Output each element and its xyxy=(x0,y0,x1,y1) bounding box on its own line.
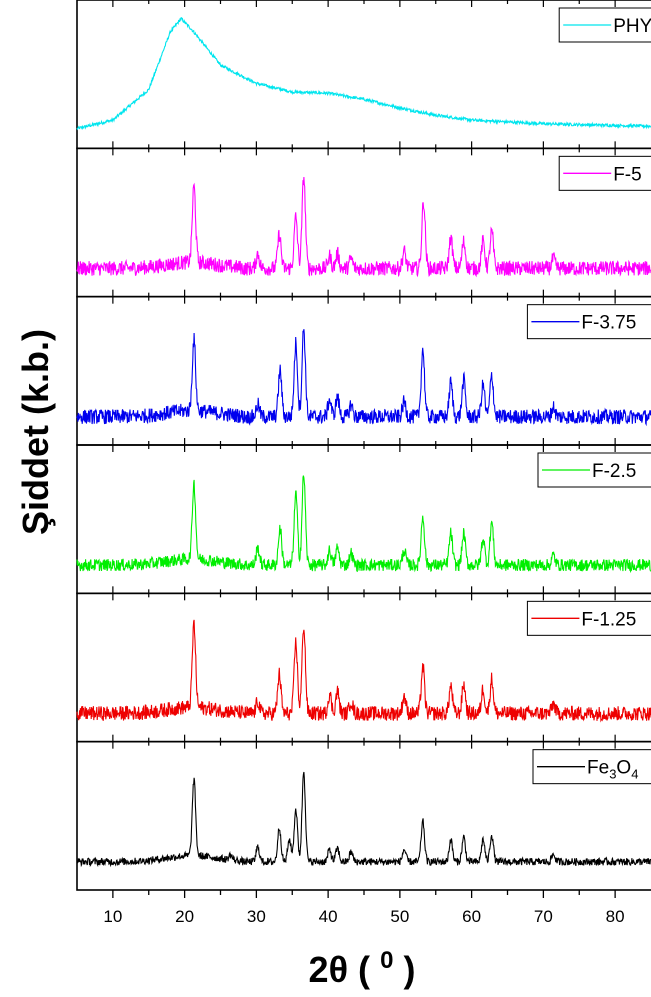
x-axis: 10 20 30 40 50 60 70 80 xyxy=(103,890,625,926)
x-tick-label: 30 xyxy=(247,907,266,926)
series-line-3 xyxy=(76,475,651,574)
panel-f-3-75: F-3.75 xyxy=(76,295,651,446)
panels-layer: PHY F-5 F-3.75 F-2.5 F-1.25 Fe3O4 xyxy=(76,0,651,891)
x-tick-label: 80 xyxy=(606,907,625,926)
legend-label: Fe3O4 xyxy=(587,758,638,782)
panel-f-5: F-5 xyxy=(76,147,651,298)
legend-label: F-5 xyxy=(613,164,642,185)
legend: Fe3O4 xyxy=(532,749,651,785)
x-tick-label: 40 xyxy=(319,907,338,926)
legend-label-base: Fe xyxy=(587,758,609,779)
panel-f-1-25: F-1.25 xyxy=(76,592,651,743)
x-axis-title-main: 2θ xyxy=(309,949,348,990)
legend-label: F-1.25 xyxy=(581,609,636,630)
legend-label-sub: 3 xyxy=(609,767,616,782)
x-axis-title-unit: 0 xyxy=(380,947,393,974)
x-tick-label: 70 xyxy=(534,907,553,926)
legend: F-3.75 xyxy=(526,304,651,340)
legend: F-2.5 xyxy=(537,452,651,488)
x-axis-title: 2θ ( 0 ) xyxy=(309,935,416,990)
panel-frame xyxy=(76,740,651,891)
x-tick-label: 20 xyxy=(175,907,194,926)
legend: F-1.25 xyxy=(526,600,651,636)
legend-label: F-2.5 xyxy=(592,461,636,482)
x-axis-title-close: ) xyxy=(403,949,415,990)
panel-fe3o4: Fe3O4 xyxy=(76,740,651,891)
x-tick-label: 60 xyxy=(462,907,481,926)
series-line-0 xyxy=(76,16,651,131)
series-line-2 xyxy=(76,329,651,427)
legend-label-mid: O xyxy=(616,758,631,779)
legend-label-sub: 4 xyxy=(631,767,638,782)
series-line-1 xyxy=(76,176,651,278)
series-line-4 xyxy=(76,619,651,723)
panel-phy: PHY xyxy=(76,0,651,150)
panel-f-2-5: F-2.5 xyxy=(76,444,651,595)
legend: PHY xyxy=(558,7,651,43)
legend: F-5 xyxy=(558,155,651,191)
x-tick-label: 10 xyxy=(103,907,122,926)
legend-label: PHY xyxy=(613,16,651,37)
y-axis-title: Şiddet (k.b.) xyxy=(15,329,56,535)
x-tick-label: 50 xyxy=(390,907,409,926)
series-line-5 xyxy=(76,771,651,868)
x-axis-title-open: ( xyxy=(358,949,370,990)
legend-label: F-3.75 xyxy=(581,313,636,334)
